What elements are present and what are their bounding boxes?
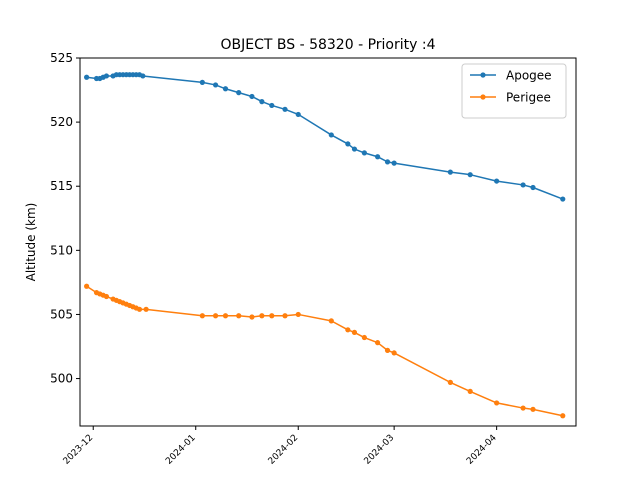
data-point — [351, 329, 358, 335]
legend: Apogee Perigee — [461, 63, 567, 119]
data-point — [494, 178, 500, 184]
series-layer — [84, 72, 566, 419]
data-point — [249, 314, 255, 320]
data-point — [295, 111, 301, 118]
x-tick-label: 2024-01 — [164, 433, 198, 467]
x-tick-label: 2023-12 — [62, 433, 96, 467]
axes-layer: 500 505 510 515 520 525 2023-12 2024-01 2024-02 2… — [50, 51, 499, 467]
y-tick-label: 505 — [50, 307, 73, 321]
data-point — [140, 73, 146, 79]
data-point — [259, 99, 265, 105]
data-point — [447, 169, 453, 175]
data-point — [530, 406, 536, 412]
x-tick-label: 2024-02 — [267, 433, 301, 467]
data-point — [249, 93, 255, 100]
data-point — [295, 311, 301, 318]
data-point — [560, 413, 566, 419]
data-point — [375, 340, 381, 346]
data-point — [222, 86, 229, 92]
y-tick-label: 520 — [50, 115, 73, 129]
data-point — [520, 405, 526, 411]
data-point — [345, 327, 351, 333]
legend-label: Perigee — [506, 91, 551, 105]
data-point — [351, 146, 358, 152]
legend-swatch-marker — [480, 72, 486, 78]
data-point — [520, 182, 526, 188]
data-point — [345, 141, 351, 147]
series-line — [86, 285, 563, 417]
y-tick-label: 510 — [50, 243, 73, 257]
data-point — [222, 313, 229, 319]
data-point — [103, 73, 110, 79]
x-tick-label: 2024-04 — [465, 433, 499, 467]
data-point — [328, 132, 334, 138]
data-point — [384, 347, 391, 353]
data-point — [236, 313, 242, 319]
data-point — [282, 313, 288, 319]
y-tick-label: 525 — [50, 51, 73, 65]
data-point — [447, 379, 453, 385]
data-point — [236, 90, 242, 96]
data-point — [84, 74, 90, 80]
y-tick-label: 515 — [50, 179, 73, 193]
data-point — [103, 293, 110, 300]
data-point — [269, 102, 275, 109]
data-point — [361, 150, 367, 156]
data-point — [467, 172, 473, 178]
series-apogee — [84, 72, 566, 202]
data-point — [199, 313, 205, 319]
legend-label: Apogee — [506, 69, 552, 83]
data-point — [494, 400, 500, 406]
data-point — [143, 306, 149, 312]
data-point — [212, 313, 219, 319]
data-point — [530, 184, 536, 191]
data-point — [375, 154, 381, 160]
y-axis-label: Altitude (km) — [24, 203, 38, 282]
data-point — [560, 196, 566, 202]
data-point — [391, 160, 397, 166]
data-point — [282, 106, 288, 112]
data-point — [328, 318, 334, 324]
data-point — [259, 313, 265, 319]
data-point — [391, 350, 397, 356]
data-point — [269, 313, 275, 319]
series-perigee — [84, 283, 566, 419]
plot-frame — [79, 57, 577, 427]
y-tick-label: 500 — [50, 372, 73, 386]
data-point — [467, 388, 473, 394]
data-point — [84, 283, 90, 289]
legend-item-perigee: Perigee — [470, 91, 551, 105]
data-point — [136, 306, 143, 312]
legend-box — [461, 63, 567, 119]
legend-swatch-marker — [480, 94, 486, 100]
data-point — [361, 334, 367, 341]
data-point — [212, 82, 219, 88]
x-tick-label: 2024-03 — [363, 433, 397, 467]
chart-title: OBJECT BS - 58320 - Priority :4 — [221, 37, 436, 53]
legend-item-apogee: Apogee — [470, 69, 552, 83]
data-point — [384, 159, 391, 165]
data-point — [199, 79, 205, 85]
